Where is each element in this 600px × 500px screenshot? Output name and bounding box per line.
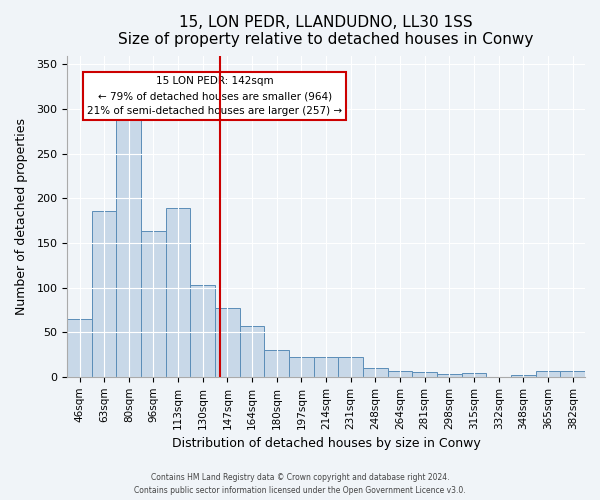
Title: 15, LON PEDR, LLANDUDNO, LL30 1SS
Size of property relative to detached houses i: 15, LON PEDR, LLANDUDNO, LL30 1SS Size o… <box>118 15 534 48</box>
Bar <box>511 375 536 377</box>
Bar <box>560 370 585 377</box>
Bar <box>462 373 487 377</box>
Bar <box>388 372 412 377</box>
Text: 15 LON PEDR: 142sqm
← 79% of detached houses are smaller (964)
21% of semi-detac: 15 LON PEDR: 142sqm ← 79% of detached ho… <box>87 76 343 116</box>
Bar <box>67 319 92 377</box>
Bar <box>437 374 462 377</box>
Text: Contains HM Land Registry data © Crown copyright and database right 2024.
Contai: Contains HM Land Registry data © Crown c… <box>134 474 466 495</box>
Bar <box>240 326 265 377</box>
X-axis label: Distribution of detached houses by size in Conwy: Distribution of detached houses by size … <box>172 437 481 450</box>
Bar <box>141 232 166 377</box>
Bar <box>412 372 437 377</box>
Bar <box>190 285 215 377</box>
Bar <box>116 116 141 377</box>
Bar <box>166 208 190 377</box>
Bar <box>363 368 388 377</box>
Bar <box>265 350 289 377</box>
Bar <box>215 308 240 377</box>
Bar <box>536 372 560 377</box>
Bar <box>289 357 314 377</box>
Bar <box>338 357 363 377</box>
Bar <box>92 211 116 377</box>
Bar <box>314 357 338 377</box>
Y-axis label: Number of detached properties: Number of detached properties <box>15 118 28 314</box>
